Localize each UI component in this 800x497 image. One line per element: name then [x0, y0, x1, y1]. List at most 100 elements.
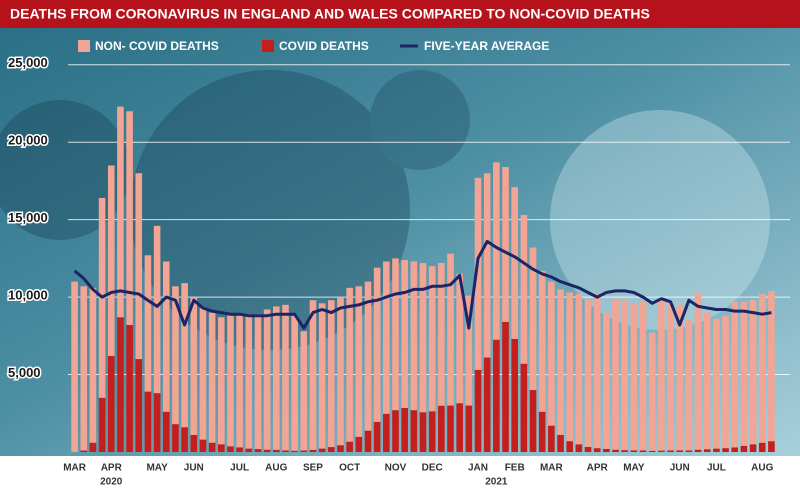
bar-segment	[117, 106, 124, 318]
bar-segment	[758, 294, 766, 443]
bar-segment	[291, 315, 298, 451]
bar-segment	[410, 410, 418, 452]
bar-segment	[502, 167, 509, 322]
bar-segment	[236, 447, 243, 452]
x-tick-label: DEC	[422, 463, 443, 474]
legend-swatch	[262, 40, 274, 52]
bar-segment	[621, 450, 629, 452]
bar-segment	[144, 255, 152, 392]
bar-segment	[520, 215, 528, 364]
x-tick-label: AUG	[751, 463, 773, 474]
bar-segment	[538, 270, 546, 412]
bar-segment	[71, 281, 78, 452]
bar-segment	[520, 363, 528, 452]
bar-segment	[227, 446, 234, 452]
bar-segment	[282, 450, 289, 452]
x-tick-label: FEB	[505, 463, 525, 474]
bar-segment	[621, 300, 629, 451]
bar-segment	[208, 442, 216, 452]
bar-segment	[419, 412, 427, 452]
bar-segment	[483, 173, 491, 358]
bar-segment	[694, 449, 702, 452]
bar-segment	[703, 449, 711, 452]
bar-segment	[593, 294, 601, 449]
bar-segment	[199, 439, 207, 452]
bar-segment	[548, 281, 555, 426]
bar-segment	[758, 442, 766, 452]
y-tick-label: 15,000	[8, 210, 48, 225]
x-tick-label: MAR	[63, 463, 87, 474]
bar-segment	[135, 359, 143, 452]
bar-segment	[135, 173, 143, 360]
bar-segment	[648, 332, 656, 451]
average-line	[73, 239, 772, 330]
x-tick-label: APR	[101, 463, 123, 474]
bar-segment	[245, 314, 253, 449]
bar-segment	[447, 253, 454, 406]
bar-segment	[703, 312, 711, 450]
bar-segment	[410, 261, 418, 411]
bar-segment	[584, 300, 592, 447]
bar-segment	[593, 448, 601, 452]
bar-segment	[548, 425, 555, 452]
x-tick-label: OCT	[339, 463, 360, 474]
bar-segment	[291, 450, 298, 452]
bar-segment	[190, 297, 198, 435]
bar-segment	[511, 187, 518, 339]
bar-segment	[263, 449, 271, 452]
bar-segment	[217, 444, 225, 452]
bar-segment	[337, 297, 344, 446]
bar-segment	[117, 317, 124, 452]
bar-segment	[731, 447, 739, 452]
bar-segment	[126, 324, 133, 452]
bar-segment	[172, 286, 179, 425]
bar-segment	[300, 450, 308, 452]
x-tick-label: SEP	[303, 463, 323, 474]
bar-segment	[538, 411, 546, 452]
bar-segment	[107, 165, 115, 356]
bar-segment	[346, 287, 353, 442]
bar-segment	[557, 289, 564, 435]
bar-segment	[740, 301, 748, 446]
bar-segment	[309, 300, 317, 450]
bar-segment	[713, 448, 720, 452]
bar-segment	[245, 448, 253, 452]
bar-segment	[401, 408, 408, 452]
bar-segment	[639, 450, 647, 452]
bar-segment	[98, 397, 106, 452]
bar-segment	[373, 421, 381, 452]
bar-segment	[300, 331, 308, 451]
bar-segment	[612, 298, 619, 450]
bar-segment	[529, 247, 537, 391]
bar-segment	[648, 450, 656, 452]
bar-segment	[685, 450, 693, 452]
bar-segment	[383, 413, 390, 452]
legend-swatch	[78, 40, 90, 52]
y-tick-label: 5,000	[8, 365, 41, 380]
bar-segment	[328, 447, 335, 452]
bar-segment	[529, 390, 537, 452]
bar-segment	[722, 448, 729, 452]
bar-segment	[667, 301, 674, 451]
bar-segment	[199, 307, 207, 440]
bar-segment	[456, 273, 463, 404]
bar-segment	[172, 424, 179, 452]
bar-segment	[282, 304, 289, 451]
bar-segment	[162, 411, 170, 452]
bar-segment	[181, 427, 188, 452]
bar-segment	[713, 318, 720, 449]
bar-segment	[612, 449, 619, 452]
bar-segment	[355, 286, 363, 437]
bar-segment	[428, 411, 436, 452]
bar-segment	[373, 267, 381, 422]
bar-segment	[658, 300, 665, 451]
bar-segment	[474, 177, 482, 370]
x-tick-label: AUG	[265, 463, 287, 474]
bar-segment	[337, 445, 344, 452]
bar-segment	[483, 357, 491, 452]
bar-segment	[575, 294, 583, 445]
bar-segment	[630, 450, 638, 452]
bar-segment	[575, 444, 583, 452]
bar-segment	[181, 283, 188, 428]
